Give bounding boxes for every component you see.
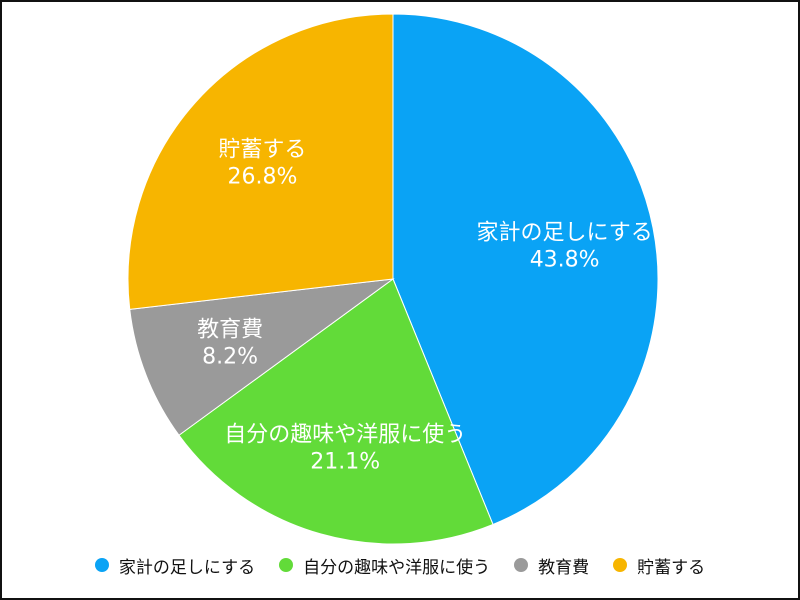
slice-percent-1: 21.1%: [310, 449, 380, 474]
pie-slice-1: [178, 278, 494, 545]
legend-swatch-3: [613, 558, 628, 572]
slice-name-1: 自分の趣味や洋服に使う: [224, 422, 466, 447]
legend-item-0: 家計の足しにする: [94, 553, 256, 578]
legend-label-3: 貯蓄する: [637, 557, 706, 578]
legend-swatch-0: [94, 558, 109, 572]
legend-label-2: 教育費: [538, 557, 590, 578]
slice-label-0: 家計の足しにする 43.8%: [477, 220, 653, 272]
legend-swatch-1: [279, 558, 294, 572]
legend-label-1: 自分の趣味や洋服に使う: [303, 557, 491, 578]
pie-slice-0: [392, 13, 659, 526]
slice-label-1: 自分の趣味や洋服に使う 21.1%: [224, 422, 466, 474]
slice-name-3: 貯蓄する: [218, 138, 306, 163]
pie-slice-3: [127, 13, 394, 310]
slice-percent-0: 43.8%: [530, 247, 600, 272]
legend-label-0: 家計の足しにする: [118, 557, 256, 578]
legend-item-1: 自分の趣味や洋服に使う: [279, 553, 490, 578]
slice-name-2: 教育費: [197, 318, 263, 343]
legend-swatch-2: [514, 558, 529, 572]
slice-label-3: 貯蓄する 26.8%: [218, 138, 306, 190]
slice-name-0: 家計の足しにする: [477, 220, 653, 245]
slice-label-2: 教育費 8.2%: [197, 318, 263, 370]
pie-slice-2: [129, 278, 395, 436]
legend: 家計の足しにする 自分の趣味や洋服に使う 教育費 貯蓄する: [0, 550, 800, 580]
slice-percent-2: 8.2%: [202, 345, 258, 370]
slice-percent-3: 26.8%: [227, 165, 297, 190]
legend-item-2: 教育費: [514, 553, 589, 578]
legend-item-3: 貯蓄する: [613, 553, 705, 578]
